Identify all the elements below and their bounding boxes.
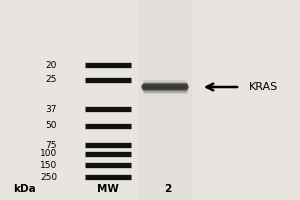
Text: KRAS: KRAS <box>249 82 278 92</box>
Text: MW: MW <box>97 184 119 194</box>
Text: 250: 250 <box>40 172 57 182</box>
Text: 25: 25 <box>46 75 57 84</box>
Text: 150: 150 <box>40 160 57 170</box>
Text: 20: 20 <box>46 60 57 70</box>
Text: 75: 75 <box>46 140 57 149</box>
Bar <box>138 0 192 200</box>
Text: 37: 37 <box>46 104 57 114</box>
Text: 100: 100 <box>40 150 57 158</box>
Text: kDa: kDa <box>13 184 35 194</box>
Text: 50: 50 <box>46 121 57 130</box>
Text: 2: 2 <box>164 184 172 194</box>
